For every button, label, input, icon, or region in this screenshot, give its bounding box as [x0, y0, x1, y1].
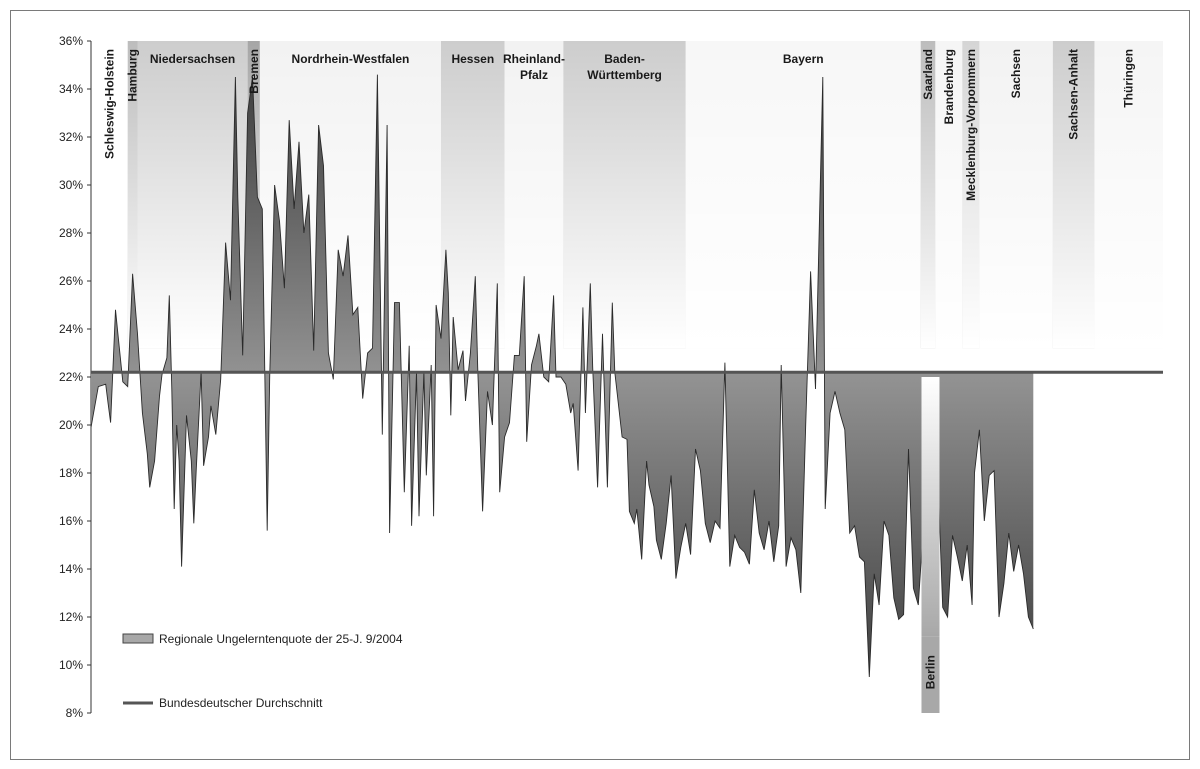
region-label: Mecklenburg-Vorpommern — [964, 49, 978, 201]
y-tick-label: 22% — [59, 370, 83, 384]
y-tick-label: 10% — [59, 658, 83, 672]
region-label: Niedersachsen — [150, 52, 235, 66]
y-tick-label: 30% — [59, 178, 83, 192]
berlin-bar-fade — [921, 377, 940, 637]
y-tick-label: 24% — [59, 322, 83, 336]
region-label: Sachsen-Anhalt — [1067, 49, 1081, 140]
region-label: Baden- — [604, 52, 645, 66]
region-label: Sachsen — [1009, 49, 1023, 98]
legend-line-label: Bundesdeutscher Durchschnitt — [159, 696, 323, 710]
y-tick-label: 12% — [59, 610, 83, 624]
region-band-fade — [920, 41, 936, 349]
region-label: Württemberg — [587, 68, 662, 82]
region-band-fade — [440, 41, 505, 349]
region-band-fade — [127, 41, 138, 349]
region-band-fade — [563, 41, 686, 349]
region-labels: Schleswig-Holstein Hamburg Niedersachsen Br… — [102, 49, 1135, 201]
y-tick-label: 26% — [59, 274, 83, 288]
data-line — [90, 74, 1034, 678]
y-tick-label: 20% — [59, 418, 83, 432]
region-band-fade — [979, 41, 1053, 349]
y-tick-label: 36% — [59, 34, 83, 48]
region-band-fade — [91, 41, 128, 349]
region-band-fade — [1094, 41, 1163, 349]
region-band-fade — [935, 41, 963, 349]
y-tick-label: 14% — [59, 562, 83, 576]
region-band-fade — [962, 41, 980, 349]
region-label: Hessen — [451, 52, 494, 66]
y-tick-label: 16% — [59, 514, 83, 528]
chart-frame: 36% 34% 32% 30% 28% 26% 24% 22% 20% 18% 16% 14% 12% 1… — [10, 10, 1190, 760]
region-band-fade — [1052, 41, 1095, 349]
region-label: Brandenburg — [942, 49, 956, 124]
region-label: Schleswig-Holstein — [102, 49, 116, 159]
legend: Regionale Ungelerntenquote der 25-J. 9/2… — [122, 632, 403, 710]
berlin-marker: Berlin — [921, 377, 940, 713]
region-label: Bayern — [783, 52, 824, 66]
y-tick-label: 8% — [66, 706, 84, 720]
region-label: Thüringen — [1122, 49, 1136, 108]
y-axis: 36% 34% 32% 30% 28% 26% 24% 22% 20% 18% 16% 14% 12% 1… — [59, 34, 92, 720]
region-label: Pfalz — [520, 68, 548, 82]
y-tick-label: 32% — [59, 130, 83, 144]
legend-area-swatch — [122, 633, 154, 644]
data-areas — [90, 74, 1034, 678]
region-band-fade — [685, 41, 921, 349]
region-label: Hamburg — [126, 49, 140, 102]
y-tick-label: 28% — [59, 226, 83, 240]
chart-svg: 36% 34% 32% 30% 28% 26% 24% 22% 20% 18% 16% 14% 12% 1… — [59, 34, 1163, 720]
y-tick-label: 34% — [59, 82, 83, 96]
y-tick-label: 18% — [59, 466, 83, 480]
legend-area-label: Regionale Ungelerntenquote der 25-J. 9/2… — [159, 632, 403, 646]
region-label-berlin: Berlin — [923, 655, 937, 689]
region-label: Saarland — [921, 49, 935, 100]
berlin-bar — [921, 636, 940, 713]
area-below-average — [91, 372, 1034, 677]
region-band-fade — [504, 41, 564, 349]
region-label: Rheinland- — [503, 52, 565, 66]
region-label: Bremen — [247, 49, 261, 94]
region-label: Nordrhein-Westfalen — [292, 52, 410, 66]
